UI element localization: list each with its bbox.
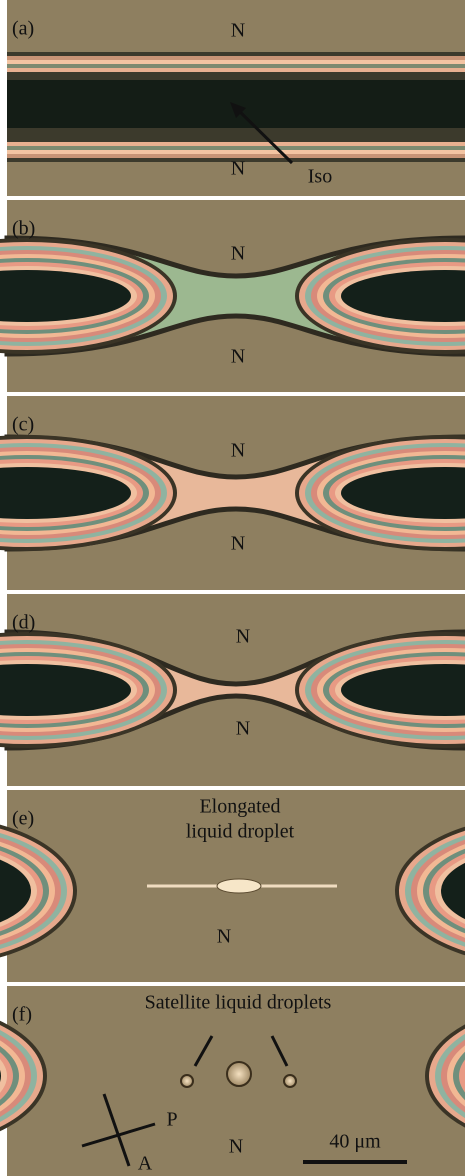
annotation: N: [217, 926, 231, 948]
satellite-droplet: [284, 1075, 296, 1087]
annotation: A: [138, 1153, 153, 1175]
annotation: N: [231, 346, 245, 368]
panel-label: (d): [12, 612, 35, 634]
annotation: N: [229, 1136, 243, 1158]
annotation: N: [236, 718, 250, 740]
annotation: N: [231, 20, 245, 42]
panel: (e): [0, 790, 465, 982]
annotation: liquid droplet: [186, 821, 295, 843]
droplet: [217, 879, 261, 893]
band-stripe: [7, 56, 465, 60]
band-core: [7, 80, 465, 128]
satellite-droplet: [227, 1062, 251, 1086]
band-stripe: [7, 142, 465, 146]
annotation: N: [231, 158, 245, 180]
annotation: N: [236, 626, 250, 648]
annotation: N: [231, 440, 245, 462]
annotation: Satellite liquid droplets: [145, 992, 332, 1014]
annotation: Elongated: [199, 796, 280, 818]
panel-label: (f): [12, 1004, 32, 1026]
annotation: N: [231, 243, 245, 265]
band-stripe: [7, 68, 465, 72]
band-stripe: [7, 60, 465, 64]
satellite-droplet: [181, 1075, 193, 1087]
panel-label: (c): [12, 414, 34, 436]
band-stripe: [7, 146, 465, 150]
band-stripe: [7, 64, 465, 68]
annotation: 40 μm: [329, 1131, 381, 1153]
panel: (d): [0, 594, 465, 786]
band-stripe: [7, 150, 465, 154]
panel-label: (e): [12, 808, 34, 830]
panel-label: (a): [12, 18, 34, 40]
annotation: Iso: [308, 166, 332, 188]
annotation: N: [231, 533, 245, 555]
panel: (c): [0, 396, 465, 590]
annotation: P: [166, 1109, 177, 1131]
figure: (a) N N Iso (b) N N (c) N N (d) N N (e) Elongated liqui…: [0, 0, 465, 1176]
panel-label: (b): [12, 218, 35, 240]
scale-bar: [303, 1160, 407, 1164]
